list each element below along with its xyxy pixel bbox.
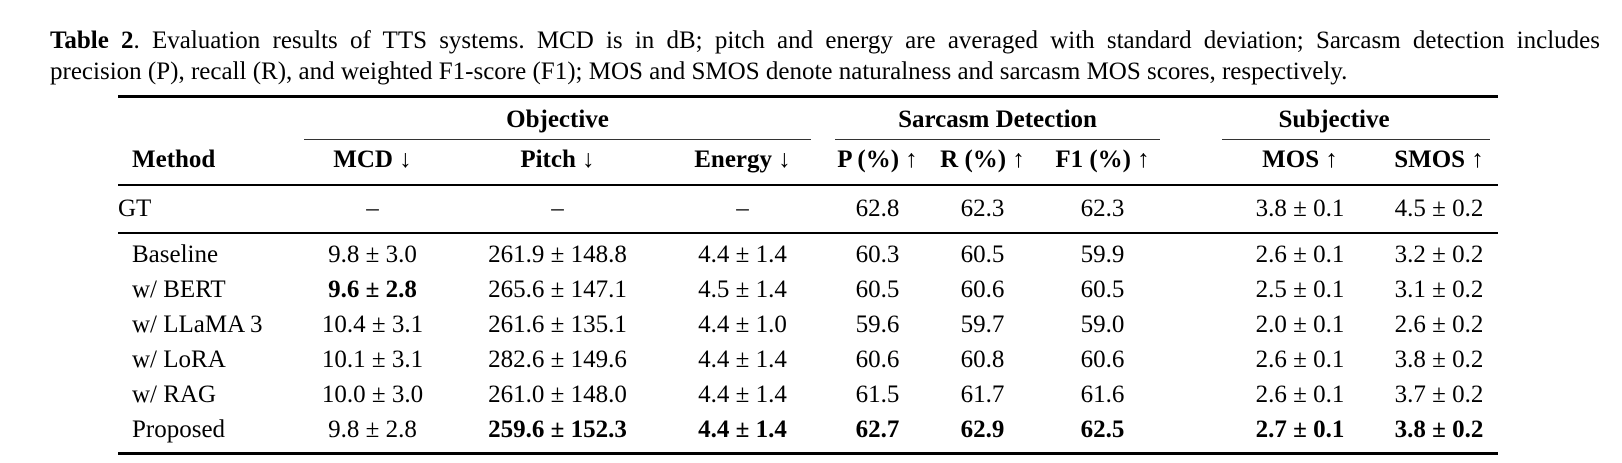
table-cell: 60.5 <box>855 276 900 303</box>
table-cell: 2.6 ± 0.2 <box>1394 311 1484 338</box>
table-cell: 59.9 <box>1080 241 1125 268</box>
table-cell: 60.3 <box>855 241 900 268</box>
table-cell: 2.0 ± 0.1 <box>1255 311 1345 338</box>
table-cell: 9.8 ± 3.0 <box>328 241 417 268</box>
table-row-rag: w/ RAG 10.0 ± 3.0 261.0 ± 148.0 4.4 ± 1.… <box>118 377 1498 412</box>
caption-text: . Evaluation results of TTS systems. MCD… <box>133 27 1600 54</box>
table-cell: 60.6 <box>1080 346 1125 373</box>
method-cell: w/ BERT <box>132 276 226 303</box>
method-cell: w/ LLaMA 3 <box>132 311 263 338</box>
column-header-smos: SMOS ↑ <box>1380 140 1499 186</box>
method-cell: w/ RAG <box>132 381 217 408</box>
table-cell: 259.6 ± 152.3 <box>488 416 627 443</box>
table-cell: – <box>455 186 660 234</box>
column-header-row: Method MCD ↓ Pitch ↓ Energy ↓ P (%) ↑ R … <box>118 140 1499 186</box>
table-cell: 60.8 <box>960 346 1005 373</box>
table-cell: 4.4 ± 1.4 <box>698 416 787 443</box>
caption-line-2: precision (P), recall (R), and weighted … <box>50 58 1348 85</box>
column-group-header-sarcasm-detection: Sarcasm Detection <box>825 98 1170 140</box>
table-cell: 61.6 <box>1080 381 1125 408</box>
table-cell: 2.6 ± 0.1 <box>1255 346 1345 373</box>
table-cell: 60.5 <box>1080 276 1125 303</box>
table-cell: 261.6 ± 135.1 <box>488 311 627 338</box>
table-cell: 59.6 <box>855 311 900 338</box>
table-cell: 4.4 ± 1.4 <box>698 346 787 373</box>
caption-table-label: Table 2 <box>50 27 134 54</box>
column-header-mos: MOS ↑ <box>1170 140 1381 186</box>
table-caption: Table 2. Evaluation results of TTS syste… <box>50 25 1600 87</box>
table-cell: 62.3 <box>1035 186 1171 234</box>
column-header-energy: Energy ↓ <box>660 140 826 186</box>
table-cell: 62.8 <box>825 186 931 234</box>
column-header-precision: P (%) ↑ <box>825 140 931 186</box>
group-header-spacer <box>118 98 290 140</box>
table-cell: 4.5 ± 1.4 <box>698 276 787 303</box>
method-cell: w/ LoRA <box>132 346 226 373</box>
table-cell: 4.4 ± 1.4 <box>698 381 787 408</box>
table-cell: 261.9 ± 148.8 <box>488 241 627 268</box>
table-cell: 282.6 ± 149.6 <box>488 346 627 373</box>
table-cell: 60.6 <box>960 276 1005 303</box>
table-cell: 4.5 ± 0.2 <box>1380 186 1499 234</box>
table-cell: 61.5 <box>855 381 900 408</box>
table-cell: – <box>290 186 455 234</box>
table-cell: 62.3 <box>930 186 1036 234</box>
table-cell: 3.8 ± 0.2 <box>1394 416 1484 443</box>
results-table: Objective Sarcasm Detection Subjective M… <box>118 95 1499 455</box>
table-cell: 9.8 ± 2.8 <box>328 416 417 443</box>
table-cell: 10.0 ± 3.0 <box>321 381 424 408</box>
caption-line-1: Table 2. Evaluation results of TTS syste… <box>50 25 1600 56</box>
table-cell: 261.0 ± 148.0 <box>488 381 627 408</box>
table-cell: – <box>660 186 826 234</box>
column-header-f1: F1 (%) ↑ <box>1035 140 1171 186</box>
table-cell: 2.6 ± 0.1 <box>1255 241 1345 268</box>
table-cell: 3.8 ± 0.2 <box>1394 346 1484 373</box>
table-cell: 61.7 <box>960 381 1005 408</box>
table-cell: 2.7 ± 0.1 <box>1255 416 1345 443</box>
column-group-header-objective: Objective <box>290 98 825 140</box>
table-cell: 59.0 <box>1080 311 1125 338</box>
table-cell: 3.2 ± 0.2 <box>1394 241 1484 268</box>
table-cell: 10.4 ± 3.1 <box>321 311 424 338</box>
table-row-bert: w/ BERT 9.6 ± 2.8 265.6 ± 147.1 4.5 ± 1.… <box>118 272 1498 307</box>
table-cell: 62.5 <box>1080 416 1125 443</box>
table-cell: 10.1 ± 3.1 <box>321 346 424 373</box>
table-cell: 2.6 ± 0.1 <box>1255 381 1345 408</box>
table-cell: 3.1 ± 0.2 <box>1394 276 1484 303</box>
table-cell: 3.8 ± 0.1 <box>1170 186 1381 234</box>
table-row-llama3: w/ LLaMA 3 10.4 ± 3.1 261.6 ± 135.1 4.4 … <box>118 307 1498 342</box>
table-cell: 62.7 <box>855 416 900 443</box>
method-cell: Baseline <box>132 241 219 268</box>
table-cell: 9.6 ± 2.8 <box>328 276 417 303</box>
column-header-method: Method <box>118 140 290 186</box>
table-row-gt: GT – – – 62.8 62.3 62.3 3.8 ± 0.1 4.5 ± … <box>118 186 1499 234</box>
group-header-row: Objective Sarcasm Detection Subjective <box>118 98 1498 140</box>
table-cell: 4.4 ± 1.4 <box>698 241 787 268</box>
table-cell: 59.7 <box>960 311 1005 338</box>
table-cell: 3.7 ± 0.2 <box>1394 381 1484 408</box>
column-header-pitch: Pitch ↓ <box>455 140 660 186</box>
table-cell: 4.4 ± 1.0 <box>698 311 787 338</box>
method-cell: GT <box>118 186 290 234</box>
table-row-proposed: Proposed 9.8 ± 2.8 259.6 ± 152.3 4.4 ± 1… <box>118 412 1498 452</box>
method-cell: Proposed <box>132 416 226 443</box>
table-row-baseline: Baseline 9.8 ± 3.0 261.9 ± 148.8 4.4 ± 1… <box>118 234 1498 272</box>
table-cell: 60.5 <box>960 241 1005 268</box>
table-row-lora: w/ LoRA 10.1 ± 3.1 282.6 ± 149.6 4.4 ± 1… <box>118 342 1498 377</box>
column-header-recall: R (%) ↑ <box>930 140 1036 186</box>
table-cell: 62.9 <box>960 416 1005 443</box>
table-cell: 60.6 <box>855 346 900 373</box>
table-cell: 2.5 ± 0.1 <box>1255 276 1345 303</box>
table-cell: 265.6 ± 147.1 <box>488 276 627 303</box>
column-group-header-subjective: Subjective <box>1170 98 1498 140</box>
column-header-mcd: MCD ↓ <box>290 140 455 186</box>
